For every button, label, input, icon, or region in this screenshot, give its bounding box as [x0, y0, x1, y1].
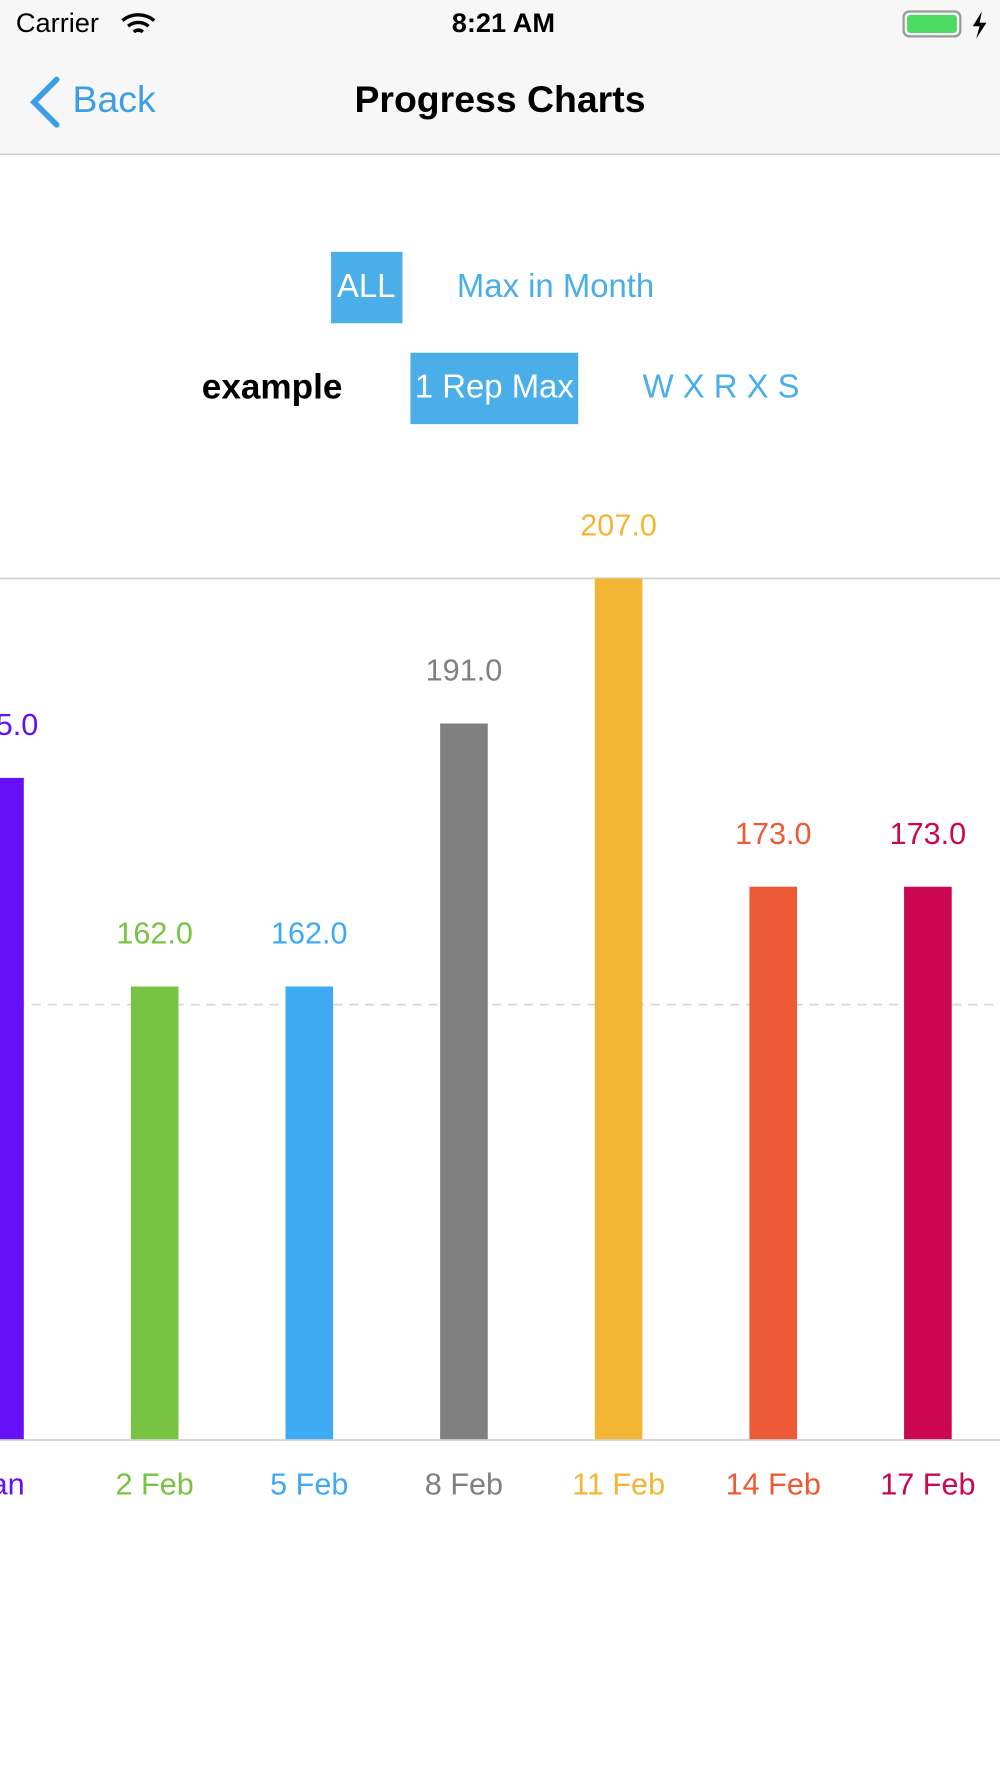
back-chevron[interactable]	[30, 76, 60, 128]
value-label: 207.0	[580, 508, 657, 542]
filter-option[interactable]: Max in Month	[457, 267, 654, 304]
x-tick-label: 2 Feb	[116, 1468, 194, 1502]
charging-icon	[972, 11, 987, 39]
battery-outline	[902, 10, 962, 38]
x-tick-label: 17 Feb	[880, 1468, 975, 1502]
x-tick-label: 14 Feb	[726, 1468, 821, 1502]
value-label: 173.0	[890, 817, 967, 851]
bar	[594, 578, 643, 1441]
value-label: 185.0	[0, 708, 38, 742]
bar	[130, 986, 179, 1441]
carrier: Carrier	[16, 7, 99, 38]
wifi-icon	[121, 13, 156, 34]
metric-option[interactable]: W X R X S	[643, 368, 800, 405]
exercise-label: example	[202, 367, 343, 406]
metric-selected-bg	[410, 352, 579, 425]
bar	[904, 886, 952, 1441]
nav-title: Progress Charts	[354, 78, 645, 120]
metric-option[interactable]: 1 Rep Max	[415, 368, 574, 405]
value-label: 173.0	[735, 817, 812, 851]
filter-option[interactable]: ALL	[337, 267, 395, 304]
value-label: 191.0	[426, 654, 503, 688]
bar	[749, 886, 798, 1441]
bar	[285, 986, 334, 1441]
bar	[440, 723, 488, 1441]
clock: 8:21 AM	[452, 7, 555, 38]
bar	[0, 777, 24, 1441]
filter-selected-bg	[331, 251, 403, 324]
x-tick-label: Jan	[0, 1468, 25, 1502]
back-label[interactable]: Back	[73, 78, 156, 120]
x-tick-label: 8 Feb	[425, 1468, 503, 1502]
x-tick-label: 11 Feb	[572, 1468, 665, 1502]
nav-background	[0, 0, 1000, 155]
back-button[interactable]: Back	[30, 76, 156, 128]
battery-level	[907, 14, 957, 33]
x-tick-label: 5 Feb	[270, 1468, 348, 1502]
value-label: 162.0	[271, 917, 348, 951]
value-label: 162.0	[116, 917, 193, 951]
